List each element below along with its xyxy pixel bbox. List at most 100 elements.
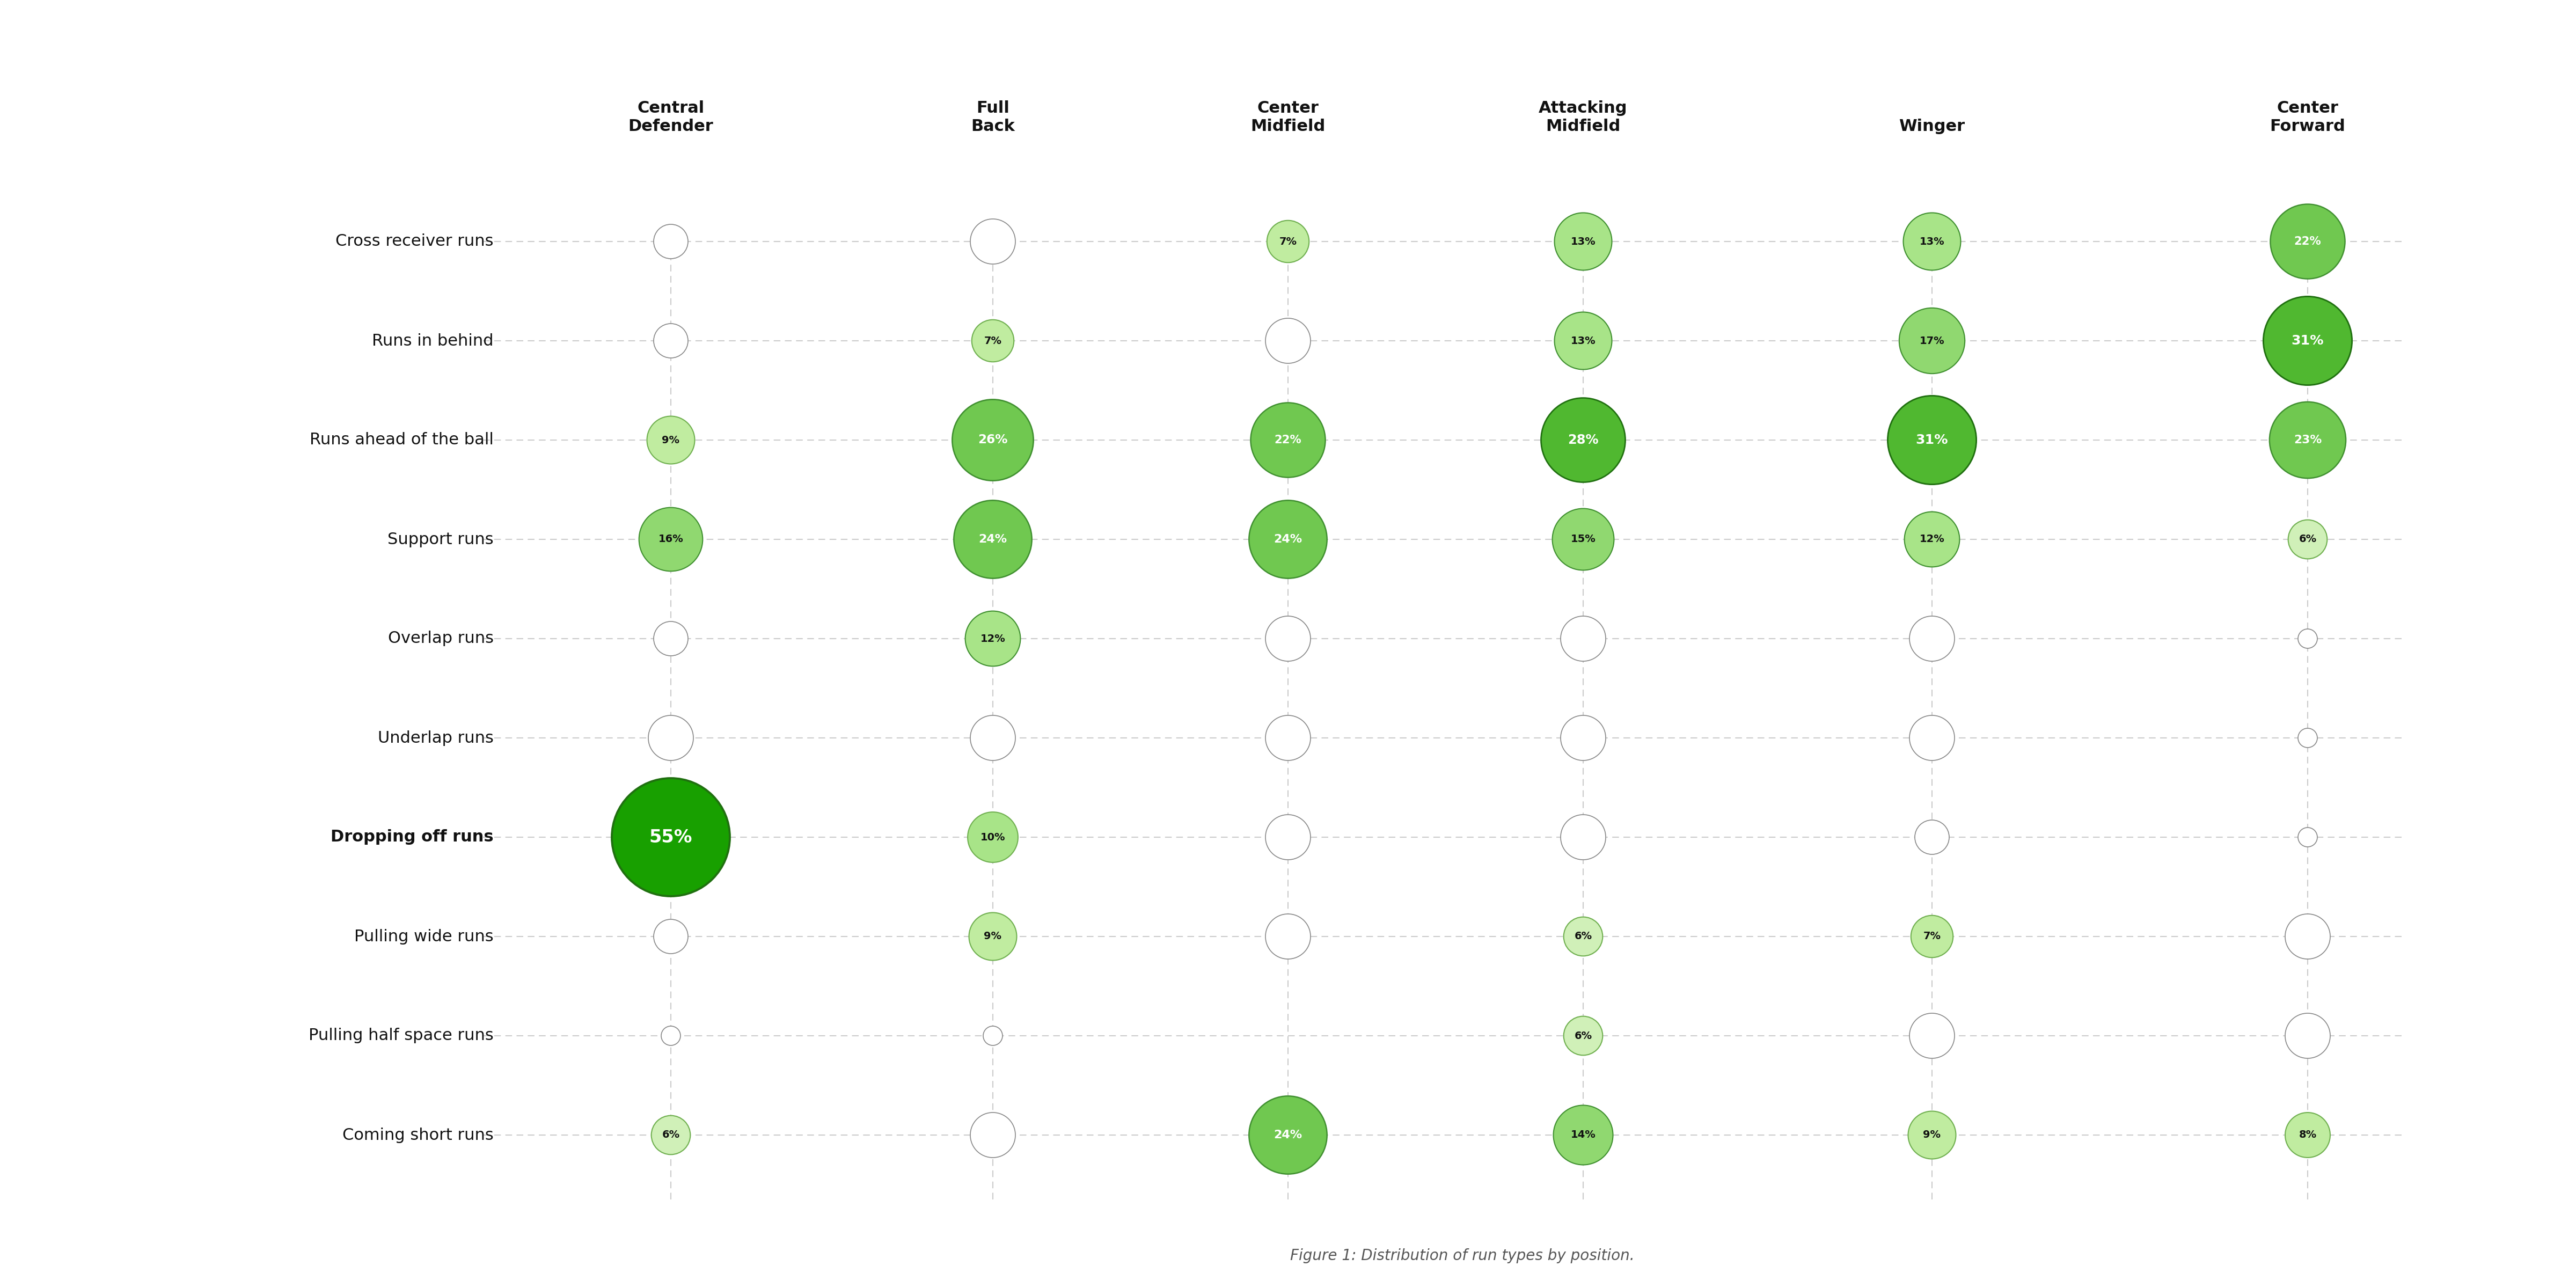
Text: 6%: 6% <box>662 1130 680 1140</box>
Text: 12%: 12% <box>1919 535 1945 545</box>
Circle shape <box>654 621 688 656</box>
Text: 17%: 17% <box>1919 336 1945 346</box>
Circle shape <box>647 416 696 464</box>
Circle shape <box>1564 917 1602 956</box>
Circle shape <box>1561 616 1605 661</box>
Circle shape <box>1561 715 1605 760</box>
Circle shape <box>2298 728 2318 747</box>
Circle shape <box>1909 1014 1955 1059</box>
Circle shape <box>971 1113 1015 1158</box>
Text: Support runs: Support runs <box>386 532 495 547</box>
Circle shape <box>1249 1096 1327 1175</box>
Circle shape <box>2269 402 2347 478</box>
Circle shape <box>2285 914 2331 960</box>
Text: 24%: 24% <box>979 535 1007 545</box>
Circle shape <box>953 500 1033 578</box>
Circle shape <box>969 811 1018 863</box>
Text: Runs in behind: Runs in behind <box>371 334 495 349</box>
Circle shape <box>649 715 693 760</box>
Circle shape <box>2287 520 2326 559</box>
Circle shape <box>1265 815 1311 860</box>
Circle shape <box>2269 205 2344 278</box>
Text: Pulling half space runs: Pulling half space runs <box>309 1028 495 1043</box>
Text: 26%: 26% <box>979 434 1007 446</box>
Text: 9%: 9% <box>984 931 1002 942</box>
Text: 14%: 14% <box>1571 1130 1595 1140</box>
Circle shape <box>613 778 729 896</box>
Text: 22%: 22% <box>1275 434 1301 446</box>
Text: 23%: 23% <box>2293 434 2321 446</box>
Circle shape <box>1904 213 1960 270</box>
Text: 28%: 28% <box>1569 434 1600 447</box>
Text: Runs ahead of the ball: Runs ahead of the ball <box>309 433 495 448</box>
Circle shape <box>966 611 1020 666</box>
Circle shape <box>1553 312 1613 370</box>
Circle shape <box>1909 1112 1955 1159</box>
Text: 31%: 31% <box>2293 335 2324 348</box>
Text: Central
Defender: Central Defender <box>629 100 714 134</box>
Text: 22%: 22% <box>2295 236 2321 247</box>
Circle shape <box>639 507 703 571</box>
Circle shape <box>2285 1014 2331 1059</box>
Circle shape <box>971 715 1015 760</box>
Circle shape <box>1553 213 1613 270</box>
Circle shape <box>662 1027 680 1046</box>
Text: Center
Midfield: Center Midfield <box>1249 100 1327 134</box>
Text: 15%: 15% <box>1571 535 1595 545</box>
Text: 31%: 31% <box>1917 434 1947 447</box>
Circle shape <box>654 224 688 259</box>
Circle shape <box>1553 509 1615 571</box>
Text: Overlap runs: Overlap runs <box>389 631 495 647</box>
Circle shape <box>1540 398 1625 482</box>
Text: 6%: 6% <box>1574 931 1592 942</box>
Text: 16%: 16% <box>659 535 683 545</box>
Text: 7%: 7% <box>1280 237 1296 246</box>
Text: 24%: 24% <box>1273 1130 1303 1140</box>
Circle shape <box>969 913 1018 961</box>
Circle shape <box>1899 308 1965 374</box>
Circle shape <box>2264 296 2352 385</box>
Text: 12%: 12% <box>981 634 1005 644</box>
Text: Winger: Winger <box>1899 118 1965 134</box>
Circle shape <box>1267 220 1309 263</box>
Text: 8%: 8% <box>2298 1130 2316 1140</box>
Circle shape <box>1561 815 1605 860</box>
Circle shape <box>1553 1105 1613 1164</box>
Circle shape <box>1911 916 1953 957</box>
Text: 7%: 7% <box>984 336 1002 346</box>
Circle shape <box>2285 1113 2331 1158</box>
Text: 24%: 24% <box>1273 535 1303 545</box>
Text: Coming short runs: Coming short runs <box>343 1127 495 1142</box>
Circle shape <box>953 399 1033 480</box>
Circle shape <box>652 1115 690 1154</box>
Circle shape <box>2298 629 2318 648</box>
Circle shape <box>1265 715 1311 760</box>
Text: 13%: 13% <box>1919 237 1945 246</box>
Text: 13%: 13% <box>1571 237 1595 246</box>
Text: Center
Forward: Center Forward <box>2269 100 2344 134</box>
Text: Cross receiver runs: Cross receiver runs <box>335 233 495 250</box>
Text: 10%: 10% <box>981 832 1005 842</box>
Circle shape <box>1904 511 1960 567</box>
Circle shape <box>1914 820 1950 854</box>
Circle shape <box>2298 828 2318 848</box>
Circle shape <box>1265 914 1311 960</box>
Circle shape <box>971 319 1015 362</box>
Circle shape <box>1909 616 1955 661</box>
Circle shape <box>654 920 688 953</box>
Text: Attacking
Midfield: Attacking Midfield <box>1538 100 1628 134</box>
Text: Underlap runs: Underlap runs <box>379 730 495 746</box>
Text: 6%: 6% <box>2298 535 2316 545</box>
Text: Dropping off runs: Dropping off runs <box>330 829 495 845</box>
Text: 55%: 55% <box>649 828 693 846</box>
Text: 7%: 7% <box>1924 931 1940 942</box>
Text: 13%: 13% <box>1571 336 1595 346</box>
Text: 9%: 9% <box>1924 1130 1940 1140</box>
Text: 6%: 6% <box>1574 1030 1592 1041</box>
Circle shape <box>971 219 1015 264</box>
Text: 9%: 9% <box>662 435 680 446</box>
Text: Figure 1: Distribution of run types by position.: Figure 1: Distribution of run types by p… <box>1291 1248 1636 1264</box>
Circle shape <box>1909 715 1955 760</box>
Circle shape <box>1265 616 1311 661</box>
Circle shape <box>1249 500 1327 578</box>
